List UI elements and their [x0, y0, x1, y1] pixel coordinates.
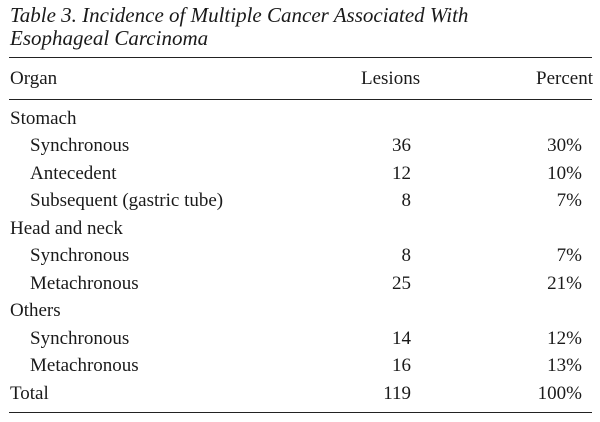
row-lesions: 14 — [392, 328, 411, 349]
header-organ: Organ — [10, 68, 58, 89]
table-caption-line-1: Table 3. Incidence of Multiple Cancer As… — [10, 3, 469, 27]
row-percent: 100% — [537, 383, 582, 404]
row-label: Stomach — [10, 108, 77, 129]
table-row: Subsequent (gastric tube) 8 7% — [0, 188, 600, 214]
row-percent: 7% — [556, 190, 582, 211]
row-lesions: 8 — [401, 245, 412, 266]
row-label: Total — [10, 383, 49, 404]
row-lesions: 12 — [392, 163, 411, 184]
table-row: Metachronous 16 13% — [0, 353, 600, 379]
table-row: Synchronous 36 30% — [0, 133, 600, 159]
row-label: Subsequent (gastric tube) — [30, 190, 224, 211]
top-rule — [9, 57, 592, 58]
table-row-group-stomach: Stomach — [0, 106, 600, 132]
row-lesions: 16 — [392, 355, 411, 376]
table-row: Synchronous 8 7% — [0, 243, 600, 269]
row-lesions: 36 — [392, 135, 411, 156]
table-caption-line-2: Esophageal Carcinoma — [10, 26, 209, 50]
table-row: Antecedent 12 10% — [0, 161, 600, 187]
row-lesions: 8 — [401, 190, 412, 211]
row-label: Head and neck — [10, 218, 123, 239]
row-label: Metachronous — [30, 273, 139, 294]
header-percent: Percent — [536, 68, 593, 89]
row-label: Metachronous — [30, 355, 139, 376]
row-percent: 21% — [547, 273, 582, 294]
row-label: Antecedent — [30, 163, 117, 184]
row-percent: 12% — [547, 328, 582, 349]
row-lesions: 25 — [392, 273, 411, 294]
row-percent: 30% — [547, 135, 582, 156]
table-caption: Table 3. Incidence of Multiple Cancer As… — [10, 4, 590, 50]
table-row-group-head-and-neck: Head and neck — [0, 216, 600, 242]
table-row: Synchronous 14 12% — [0, 326, 600, 352]
row-label: Synchronous — [30, 328, 130, 349]
header-rule — [9, 99, 592, 100]
bottom-rule — [9, 412, 592, 413]
row-label: Synchronous — [30, 245, 130, 266]
table-row-group-others: Others — [0, 298, 600, 324]
row-label: Synchronous — [30, 135, 130, 156]
table-header: Organ Lesions Percent — [0, 66, 600, 92]
row-percent: 7% — [556, 245, 582, 266]
header-lesions: Lesions — [361, 68, 421, 89]
row-percent: 10% — [547, 163, 582, 184]
table-row: Metachronous 25 21% — [0, 271, 600, 297]
table-row-total: Total 119 100% — [0, 381, 600, 407]
row-lesions: 119 — [383, 383, 411, 404]
row-label: Others — [10, 300, 61, 321]
row-percent: 13% — [547, 355, 582, 376]
